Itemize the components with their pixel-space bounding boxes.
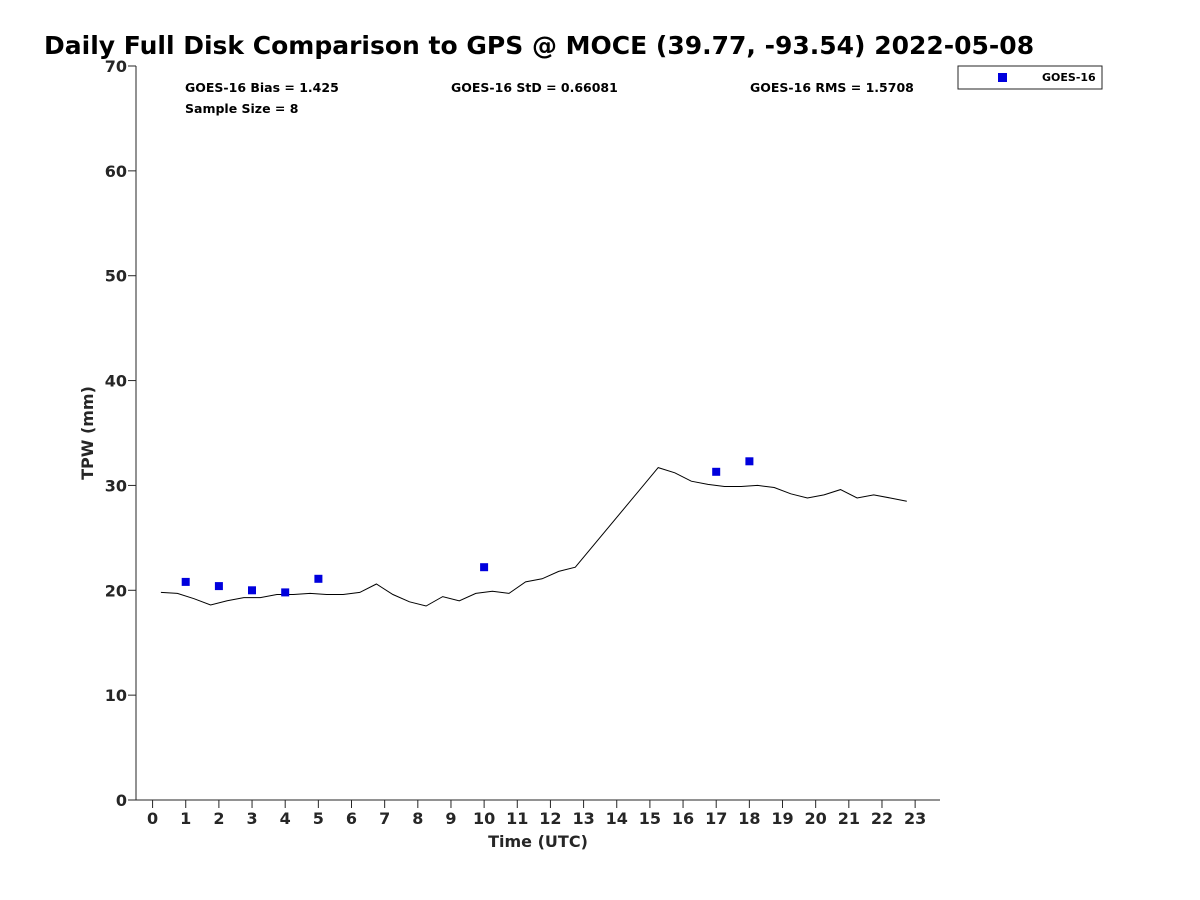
goes16-point bbox=[181, 577, 190, 586]
stat-sample-size: Sample Size = 8 bbox=[185, 101, 298, 116]
goes16-point bbox=[214, 582, 223, 591]
y-tick-label: 10 bbox=[105, 686, 127, 705]
stat-rms: GOES-16 RMS = 1.5708 bbox=[750, 80, 914, 95]
x-axis-label: Time (UTC) bbox=[488, 832, 588, 851]
goes16-point bbox=[248, 586, 256, 595]
y-axis-label: TPW (mm) bbox=[78, 386, 97, 480]
x-tick-label: 20 bbox=[805, 809, 827, 828]
x-tick-label: 18 bbox=[738, 809, 760, 828]
x-tick-label: 19 bbox=[771, 809, 793, 828]
x-tick-label: 17 bbox=[705, 809, 727, 828]
y-tick-label: 20 bbox=[105, 581, 127, 600]
chart-title: Daily Full Disk Comparison to GPS @ MOCE… bbox=[44, 31, 1034, 60]
axes bbox=[135, 66, 940, 801]
x-tick-label: 13 bbox=[572, 809, 594, 828]
y-tick-label: 30 bbox=[105, 476, 127, 495]
legend-marker-goes16 bbox=[998, 73, 1007, 82]
stat-bias: GOES-16 Bias = 1.425 bbox=[185, 80, 339, 95]
gps-line bbox=[160, 467, 907, 607]
goes16-point bbox=[314, 574, 323, 583]
x-tick-label: 23 bbox=[904, 809, 926, 828]
x-tick-label: 2 bbox=[213, 809, 224, 828]
x-tick-label: 3 bbox=[246, 809, 257, 828]
x-tick-label: 0 bbox=[147, 809, 158, 828]
gps-series bbox=[160, 467, 907, 607]
x-tick-label: 10 bbox=[473, 809, 495, 828]
legend: GOES-16 bbox=[957, 65, 1103, 90]
goes16-series bbox=[181, 457, 754, 597]
legend-box bbox=[957, 65, 1103, 90]
y-tick-label: 70 bbox=[105, 57, 127, 76]
x-tick-label: 21 bbox=[838, 809, 860, 828]
x-tick-label: 7 bbox=[379, 809, 390, 828]
x-tick-label: 4 bbox=[280, 809, 291, 828]
x-tick-label: 9 bbox=[445, 809, 456, 828]
stats-annotations: GOES-16 Bias = 1.425 GOES-16 StD = 0.660… bbox=[185, 80, 914, 116]
x-tick-label: 14 bbox=[606, 809, 628, 828]
x-ticks: 0 1 2 3 4 5 6 7 8 9 10 11 12 13 14 15 16 17 18 19 20 21 22 23 bbox=[147, 800, 926, 828]
y-tick-label: 50 bbox=[105, 267, 127, 286]
stat-std: GOES-16 StD = 0.66081 bbox=[451, 80, 618, 95]
x-tick-label: 22 bbox=[871, 809, 893, 828]
x-tick-label: 5 bbox=[313, 809, 324, 828]
y-ticks: 0 10 20 30 40 50 60 70 bbox=[105, 57, 136, 810]
legend-label-goes16: GOES-16 bbox=[1042, 71, 1096, 84]
y-tick-label: 60 bbox=[105, 162, 127, 181]
x-tick-label: 6 bbox=[346, 809, 357, 828]
x-tick-label: 12 bbox=[539, 809, 561, 828]
goes16-point bbox=[281, 588, 290, 597]
goes16-point bbox=[480, 563, 489, 572]
x-tick-label: 11 bbox=[506, 809, 528, 828]
y-tick-label: 40 bbox=[105, 372, 127, 391]
x-tick-label: 16 bbox=[672, 809, 694, 828]
goes16-point bbox=[712, 467, 721, 476]
goes16-point bbox=[745, 457, 754, 466]
x-tick-label: 8 bbox=[412, 809, 423, 828]
x-tick-label: 15 bbox=[639, 809, 661, 828]
x-tick-label: 1 bbox=[180, 809, 191, 828]
y-tick-label: 0 bbox=[116, 791, 127, 810]
